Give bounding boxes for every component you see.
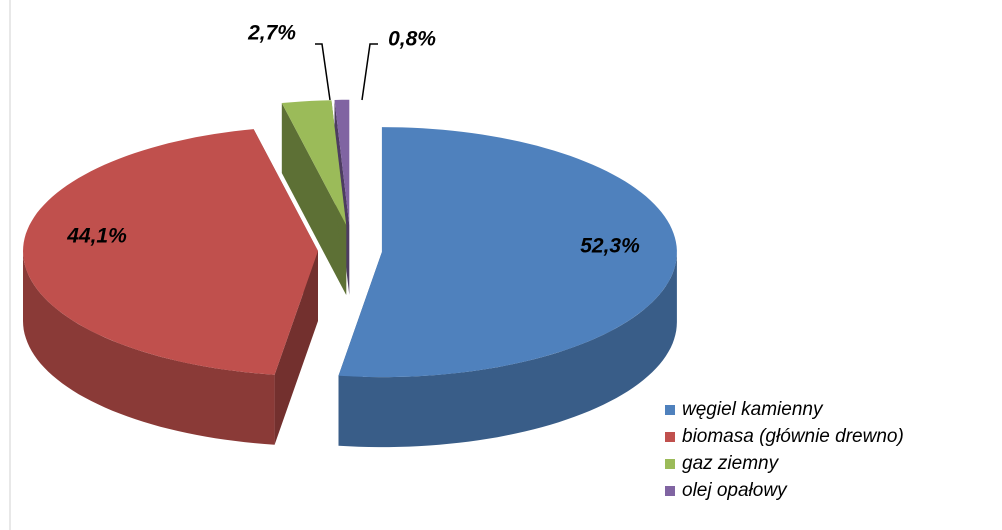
- legend-label: gaz ziemny: [682, 453, 780, 474]
- leader-line: [361, 43, 378, 101]
- slice: [281, 100, 347, 225]
- data-label: 2,7%: [247, 22, 296, 45]
- slice: [23, 129, 318, 375]
- legend-label: biomasa (głównie drewno): [682, 426, 904, 447]
- data-label: 0,8%: [388, 28, 436, 51]
- leader-line: [315, 43, 331, 101]
- slice-wall: [23, 251, 275, 445]
- slice: [338, 127, 677, 378]
- slice-side: [281, 103, 347, 295]
- data-label: 52,3%: [580, 235, 640, 258]
- slice: [334, 99, 350, 225]
- legend-swatch: [665, 432, 675, 442]
- data-label: 44,1%: [66, 225, 127, 248]
- legend-swatch: [665, 405, 675, 415]
- slice-wall: [338, 252, 677, 448]
- legend-swatch: [665, 459, 675, 469]
- legend-swatch: [665, 486, 675, 496]
- legend-label: olej opałowy: [682, 480, 788, 501]
- legend-label: węgiel kamienny: [682, 399, 824, 420]
